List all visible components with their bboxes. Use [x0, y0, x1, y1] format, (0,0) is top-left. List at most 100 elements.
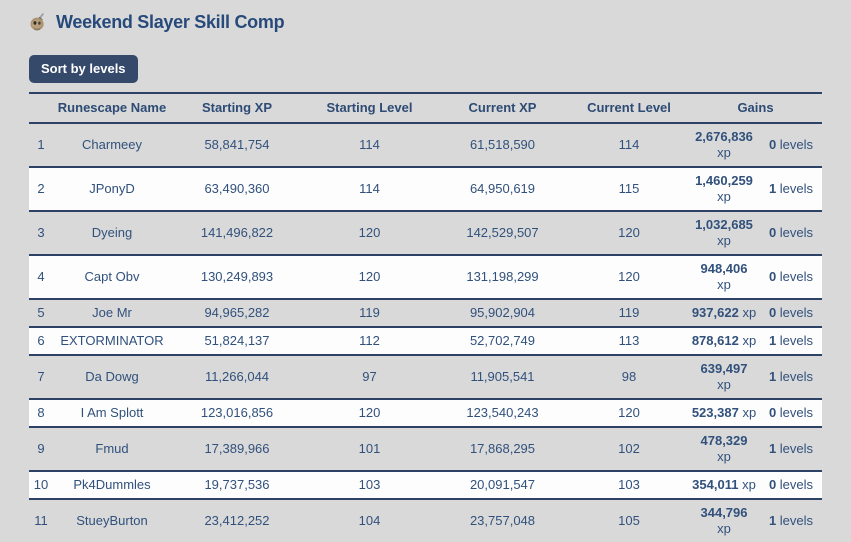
gain-xp: 344,796 xp [686, 505, 762, 537]
current-level-cell: 120 [569, 210, 689, 255]
header-starting-level: Starting Level [303, 93, 436, 124]
player-name-cell: I Am Splott [53, 398, 171, 427]
leaderboard-body: 1 Charmeey 58,841,754 114 61,518,590 114… [29, 122, 822, 542]
gain-levels-unit: levels [779, 333, 814, 348]
gains-cell: 937,622 xp 0 levels [686, 298, 822, 327]
player-name-cell: JPonyD [53, 166, 171, 211]
page-header: Weekend Slayer Skill Comp [29, 11, 822, 33]
table-row: 7 Da Dowg 11,266,044 97 11,905,541 98 63… [29, 354, 822, 399]
gain-xp: 937,622 xp [686, 305, 762, 321]
gain-xp-value: 1,032,685 [695, 217, 753, 232]
current-level-cell: 120 [569, 398, 689, 427]
gains-cell: 948,406 xp 0 levels [686, 254, 822, 299]
gain-xp-unit: xp [717, 377, 731, 392]
table-row: 10 Pk4Dummles 19,737,536 103 20,091,547 … [29, 470, 822, 499]
gain-xp-value: 1,460,259 [695, 173, 753, 188]
starting-xp-cell: 94,965,282 [171, 298, 303, 327]
gain-xp-unit: xp [717, 521, 731, 536]
current-xp-cell: 23,757,048 [436, 498, 569, 542]
rank-cell: 10 [29, 470, 53, 499]
header-current-xp: Current XP [436, 93, 569, 124]
gain-levels: 1 levels [762, 333, 820, 349]
starting-xp-cell: 11,266,044 [171, 354, 303, 399]
player-name-cell: Capt Obv [53, 254, 171, 299]
gain-levels: 0 levels [762, 405, 820, 421]
gains-cell: 878,612 xp 1 levels [689, 326, 822, 355]
player-name-cell: Charmeey [53, 122, 171, 167]
gain-xp-value: 937,622 [691, 305, 739, 320]
current-xp-cell: 123,540,243 [436, 398, 569, 427]
gain-levels: 0 levels [762, 137, 820, 153]
gain-levels-unit: levels [779, 269, 814, 284]
gain-levels-unit: levels [779, 405, 814, 420]
rank-cell: 1 [29, 122, 53, 167]
gain-levels-value: 0 [768, 405, 777, 420]
gain-levels: 1 levels [762, 369, 820, 385]
gain-levels-value: 1 [768, 513, 777, 528]
current-level-cell: 114 [569, 122, 689, 167]
gain-levels-value: 0 [768, 305, 777, 320]
gains-cell: 478,329 xp 1 levels [686, 426, 822, 471]
current-xp-cell: 20,091,547 [436, 470, 569, 499]
gain-levels: 1 levels [762, 441, 820, 457]
player-name-cell: Fmud [53, 426, 171, 471]
gain-xp-unit: xp [717, 449, 731, 464]
gain-xp-unit: xp [717, 145, 731, 160]
gain-levels-value: 1 [768, 333, 777, 348]
table-row: 5 Joe Mr 94,965,282 119 95,902,904 119 9… [29, 298, 822, 327]
gain-xp: 1,032,685 xp [686, 217, 762, 249]
current-xp-cell: 142,529,507 [436, 210, 569, 255]
gains-cell: 1,460,259 xp 1 levels [689, 166, 822, 211]
rank-cell: 7 [29, 354, 53, 399]
gain-xp-unit: xp [742, 477, 756, 492]
gain-xp-value: 478,329 [700, 433, 748, 448]
table-header-row: Runescape Name Starting XP Starting Leve… [29, 93, 822, 124]
current-level-cell: 103 [569, 470, 689, 499]
starting-level-cell: 104 [303, 498, 436, 542]
current-xp-cell: 131,198,299 [436, 254, 569, 299]
competition-page: Weekend Slayer Skill Comp Sort by levels… [29, 0, 822, 542]
starting-level-cell: 114 [303, 122, 436, 167]
gains-cell: 354,011 xp 0 levels [689, 470, 822, 499]
gain-levels-unit: levels [779, 181, 814, 196]
gain-levels-value: 0 [768, 225, 777, 240]
sort-by-levels-button[interactable]: Sort by levels [29, 55, 138, 83]
rank-cell: 9 [29, 426, 53, 471]
gain-levels: 0 levels [762, 225, 820, 241]
player-name-cell: Joe Mr [53, 298, 171, 327]
rank-cell: 5 [29, 298, 53, 327]
gain-xp: 948,406 xp [686, 261, 762, 293]
gains-cell: 523,387 xp 0 levels [686, 398, 822, 427]
starting-xp-cell: 17,389,966 [171, 426, 303, 471]
gains-cell: 1,032,685 xp 0 levels [686, 210, 822, 255]
gain-levels: 0 levels [762, 305, 820, 321]
starting-xp-cell: 63,490,360 [171, 166, 303, 211]
rank-cell: 6 [29, 326, 53, 355]
starting-level-cell: 120 [303, 254, 436, 299]
gain-xp-value: 948,406 [700, 261, 748, 276]
gain-xp: 523,387 xp [686, 405, 762, 421]
gain-xp-unit: xp [742, 305, 757, 320]
player-name-cell: Da Dowg [53, 354, 171, 399]
current-xp-cell: 64,950,619 [436, 166, 569, 211]
gains-cell: 2,676,836 xp 0 levels [689, 122, 822, 167]
gain-xp-value: 639,497 [700, 361, 748, 376]
current-level-cell: 105 [569, 498, 689, 542]
gain-xp-value: 2,676,836 [695, 129, 753, 144]
starting-xp-cell: 51,824,137 [171, 326, 303, 355]
player-name-cell: Pk4Dummles [53, 470, 171, 499]
rank-cell: 11 [29, 498, 53, 542]
gain-xp-unit: xp [717, 277, 731, 292]
starting-level-cell: 120 [303, 210, 436, 255]
gain-xp: 478,329 xp [686, 433, 762, 465]
starting-level-cell: 119 [303, 298, 436, 327]
starting-level-cell: 101 [303, 426, 436, 471]
current-level-cell: 102 [569, 426, 689, 471]
current-level-cell: 98 [569, 354, 689, 399]
gain-levels: 1 levels [762, 181, 820, 197]
rank-cell: 8 [29, 398, 53, 427]
current-xp-cell: 17,868,295 [436, 426, 569, 471]
gain-levels: 0 levels [762, 269, 820, 285]
gain-xp-unit: xp [717, 233, 731, 248]
table-row: 9 Fmud 17,389,966 101 17,868,295 102 478… [29, 426, 822, 471]
